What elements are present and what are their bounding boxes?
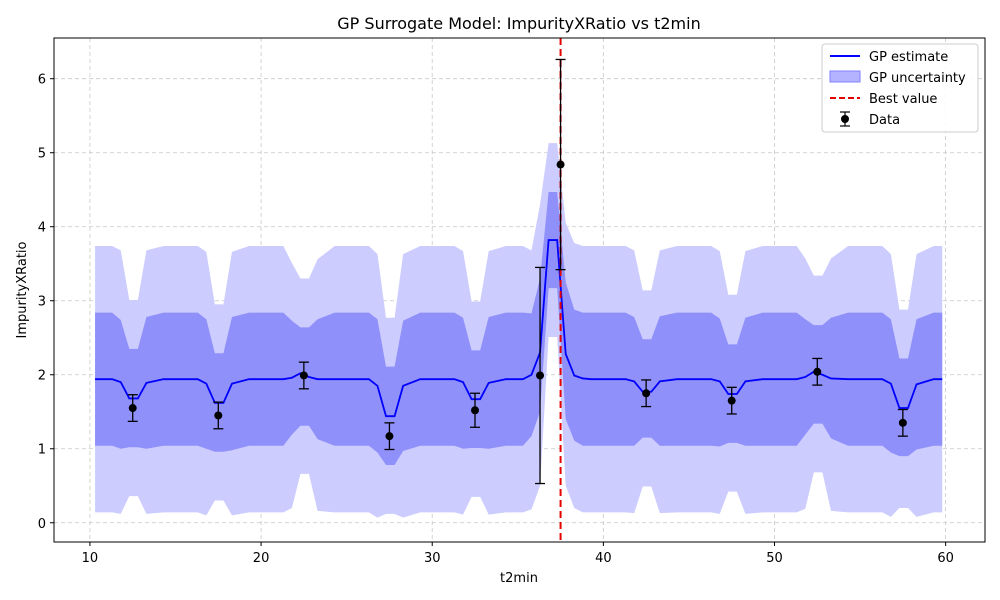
- data-point: [128, 404, 137, 413]
- gp-estimate-line: [95, 239, 943, 418]
- legend-gp-estimate-label: GP estimate: [869, 50, 948, 65]
- data-point: [642, 389, 651, 398]
- data-point: [898, 418, 907, 427]
- x-tick-label: 30: [424, 551, 441, 566]
- axis-ticks: 10 20 30 40 50 60 0 1 2 3 4 5 6: [38, 73, 954, 566]
- x-tick-label: 40: [595, 551, 612, 566]
- data-points-layer: [127, 58, 908, 485]
- gp-uncertainty-bands: [95, 143, 943, 518]
- y-tick-label: 0: [38, 517, 46, 532]
- data-point: [214, 411, 223, 420]
- legend-data-label: Data: [869, 113, 900, 128]
- data-point: [556, 160, 565, 169]
- y-tick-label: 1: [38, 443, 46, 458]
- y-tick-label: 2: [38, 369, 46, 384]
- y-tick-label: 5: [38, 147, 46, 162]
- legend-gp-uncertainty-label: GP uncertainty: [869, 71, 966, 86]
- y-tick-label: 3: [38, 295, 46, 310]
- data-point: [813, 367, 822, 376]
- data-point: [536, 371, 545, 380]
- legend-gp-uncertainty-swatch: [829, 70, 861, 83]
- chart-title: GP Surrogate Model: ImpurityXRatio vs t2…: [337, 14, 700, 33]
- data-point: [727, 396, 736, 405]
- legend-box: [821, 43, 979, 133]
- legend-best-value-label: Best value: [869, 92, 937, 107]
- x-axis-label: t2min: [500, 571, 538, 586]
- legend: GP estimate GP uncertainty Best value Da…: [821, 43, 979, 133]
- data-point: [471, 406, 480, 415]
- legend-data-marker: [841, 115, 849, 123]
- data-point: [299, 371, 308, 380]
- x-tick-label: 60: [937, 551, 954, 566]
- data-point: [385, 432, 394, 441]
- x-tick-label: 10: [82, 551, 99, 566]
- plot-frame: [53, 37, 986, 543]
- y-tick-label: 6: [38, 73, 46, 88]
- y-tick-label: 4: [38, 221, 46, 236]
- x-tick-label: 20: [253, 551, 270, 566]
- gp-estimate-layer: [95, 239, 943, 418]
- gp-uncertainty-inner-band: [95, 191, 943, 466]
- y-axis-label: ImpurityXRatio: [15, 241, 30, 338]
- x-tick-label: 50: [766, 551, 783, 566]
